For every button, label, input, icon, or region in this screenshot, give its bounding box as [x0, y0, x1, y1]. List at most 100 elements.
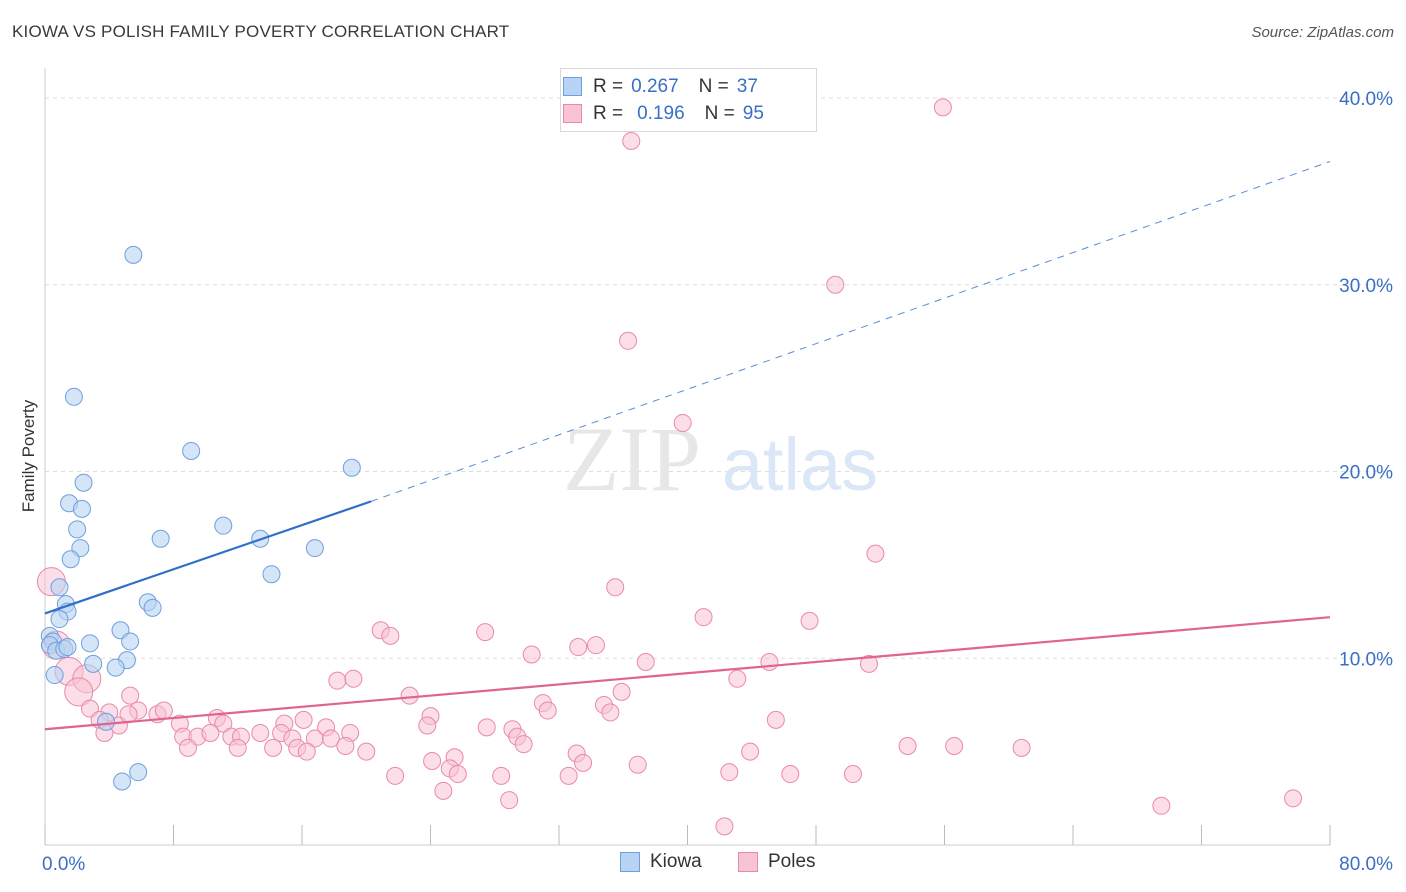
poles-point [423, 751, 442, 770]
poles-point [264, 738, 283, 757]
gridlines [45, 97, 1392, 659]
legend-swatch-kiowa [620, 852, 640, 872]
kiowa-point [342, 458, 361, 477]
watermark-atlas: atlas [722, 423, 878, 506]
tick-labels: 10.0% 20.0% 30.0% 40.0% 0.0% 80.0% [42, 89, 1393, 875]
kiowa-point [84, 654, 103, 673]
kiowa-point [50, 610, 69, 629]
y-tick-label: 30.0% [1339, 276, 1393, 297]
kiowa-trend-extension [370, 161, 1331, 502]
legend-swatch-kiowa [563, 77, 582, 96]
poles-point [418, 716, 437, 735]
poles-point [492, 766, 511, 785]
poles-point [933, 98, 952, 117]
poles-point [178, 738, 197, 757]
poles-point [559, 766, 578, 785]
poles-trend-line [44, 616, 1331, 731]
poles-point [522, 645, 541, 664]
poles-point [673, 413, 692, 432]
legend-swatch-poles [563, 104, 582, 123]
kiowa-point [97, 712, 116, 731]
poles-point [64, 677, 94, 707]
kiowa-point [121, 632, 140, 651]
legend-r-value: 0.267 [631, 76, 679, 97]
poles-point [119, 705, 138, 724]
correlation-legend: R = 0.267 N = 37 R = 0.196 N = 95 [560, 68, 817, 132]
kiowa-point [50, 578, 69, 597]
legend-r-label: R = [593, 103, 624, 124]
kiowa-point [124, 245, 143, 264]
poles-point [386, 766, 405, 785]
kiowa-point [68, 520, 87, 539]
poles-point [622, 131, 641, 150]
poles-point [766, 710, 785, 729]
poles-point [1012, 738, 1031, 757]
kiowa-point [305, 539, 324, 558]
poles-point [434, 781, 453, 800]
poles-point [344, 669, 363, 688]
legend-row-poles: R = 0.196 N = 95 [563, 101, 764, 127]
kiowa-point [262, 565, 281, 584]
poles-point [1284, 789, 1303, 808]
kiowa-point [113, 772, 132, 791]
poles-point [574, 753, 593, 772]
y-tick-label: 20.0% [1339, 463, 1393, 484]
poles-point [866, 544, 885, 563]
legend-n-label: N = [704, 103, 735, 124]
poles-point [586, 636, 605, 655]
legend-item-poles: Poles [738, 851, 816, 873]
legend-label-poles: Poles [768, 851, 816, 872]
poles-point [781, 765, 800, 784]
kiowa-point [64, 387, 83, 406]
y-tick-label: 10.0% [1339, 649, 1393, 670]
kiowa-trend-line [44, 500, 372, 615]
legend-r-label: R = [593, 76, 624, 97]
axes [44, 68, 1331, 846]
kiowa-point [61, 550, 80, 569]
poles-point [477, 718, 496, 737]
poles-point [297, 742, 316, 761]
poles-point [381, 626, 400, 645]
kiowa-point [74, 473, 93, 492]
poles-point [636, 652, 655, 671]
legend-n-label: N = [698, 76, 729, 97]
y-axis-label: Family Poverty [19, 399, 38, 512]
poles-point [569, 638, 588, 657]
poles-point [715, 817, 734, 836]
poles-point [694, 608, 713, 627]
poles-point [321, 729, 340, 748]
kiowa-point [151, 529, 170, 548]
kiowa-point [72, 499, 91, 518]
poles-point [728, 669, 747, 688]
kiowa-point [58, 638, 77, 657]
poles-point [538, 701, 557, 720]
kiowa-point [143, 598, 162, 617]
kiowa-point [129, 763, 148, 782]
kiowa-point [214, 516, 233, 535]
poles-point [514, 735, 533, 754]
poles-point [400, 686, 419, 705]
poles-point [121, 686, 140, 705]
trend-lines [44, 161, 1331, 731]
legend-item-kiowa: Kiowa [620, 851, 702, 873]
poles-point [448, 765, 467, 784]
legend-n-value: 37 [736, 76, 758, 97]
kiowa-point [182, 441, 201, 460]
poles-point [476, 623, 495, 642]
poles-point [214, 714, 233, 733]
x-tick-label-max: 80.0% [1339, 854, 1393, 875]
legend-swatch-poles [738, 852, 758, 872]
poles-point [251, 723, 270, 742]
data-points [36, 98, 1303, 836]
poles-point [898, 737, 917, 756]
poles-point [500, 791, 519, 810]
poles-point [826, 275, 845, 294]
poles-point [843, 765, 862, 784]
poles-point [760, 652, 779, 671]
legend-r-value: 0.196 [637, 103, 685, 124]
poles-point [601, 703, 620, 722]
poles-point [357, 742, 376, 761]
poles-point [228, 738, 247, 757]
poles-point [628, 755, 647, 774]
